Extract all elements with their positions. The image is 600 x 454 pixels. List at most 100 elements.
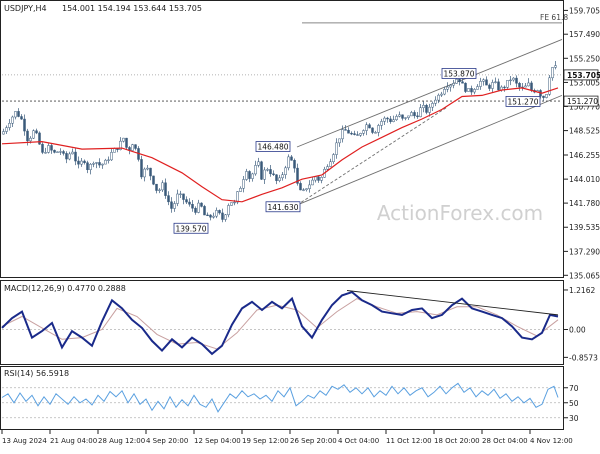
candle-body bbox=[155, 183, 158, 191]
candle-body bbox=[467, 88, 470, 92]
candle-body bbox=[8, 122, 11, 128]
candle-body bbox=[434, 99, 437, 104]
candle-body bbox=[473, 89, 476, 93]
candle-body bbox=[113, 148, 116, 153]
candle-body bbox=[203, 206, 206, 216]
annotation-141630-box bbox=[265, 201, 301, 213]
moving-average-line bbox=[1, 87, 559, 203]
candle-body bbox=[491, 82, 494, 89]
candle-body bbox=[221, 212, 224, 220]
candle-body bbox=[479, 81, 482, 87]
candle-body bbox=[446, 86, 449, 90]
macd-line bbox=[1, 290, 559, 356]
candle-body bbox=[14, 111, 17, 118]
annotation-151270-text: 151.270 bbox=[507, 97, 538, 106]
x-tick-label: 21 Aug 04:00 bbox=[50, 437, 97, 445]
candle-body bbox=[68, 153, 71, 160]
channel-upper-line bbox=[296, 39, 563, 148]
candle-body bbox=[206, 214, 209, 217]
candle-body bbox=[344, 129, 347, 131]
candle-body bbox=[515, 77, 518, 84]
candle-body bbox=[215, 210, 218, 217]
candle-body bbox=[302, 189, 305, 191]
candle-body bbox=[257, 161, 260, 166]
rsi-tick-label: 30 bbox=[569, 414, 579, 423]
ohlc-readout: 154.001 154.194 153.644 153.705 bbox=[62, 4, 202, 13]
candle-body bbox=[152, 175, 155, 185]
candle-body bbox=[401, 114, 404, 119]
candle-body bbox=[239, 188, 242, 192]
candle-body bbox=[398, 114, 401, 117]
candle-body bbox=[512, 77, 515, 81]
candle-body bbox=[443, 89, 446, 95]
fe-level-label: FE 61.8 bbox=[540, 13, 568, 22]
macd-tick-label: 0.00 bbox=[569, 326, 586, 335]
candle-body bbox=[503, 86, 506, 89]
candle-body bbox=[53, 149, 56, 153]
candle-body bbox=[122, 137, 125, 142]
rsi-panel: RSI(14) 56.5918 bbox=[0, 366, 564, 430]
candle-body bbox=[26, 130, 29, 142]
candle-body bbox=[329, 161, 332, 167]
candle-body bbox=[95, 162, 98, 164]
candle-body bbox=[83, 160, 86, 163]
candle-body bbox=[485, 79, 488, 86]
rsi-tick-label: 70 bbox=[569, 384, 579, 393]
candle-body bbox=[359, 133, 362, 136]
candle-body bbox=[551, 67, 554, 79]
candle-body bbox=[263, 169, 266, 180]
candle-body bbox=[59, 151, 62, 153]
candle-body bbox=[272, 173, 275, 175]
x-tick-label: 13 Aug 2024 bbox=[2, 437, 47, 445]
candle-body bbox=[341, 129, 344, 140]
candle-body bbox=[140, 159, 143, 178]
x-tick-label: 4 Oct 04:00 bbox=[338, 437, 379, 445]
candle-body bbox=[230, 202, 233, 206]
candle-body bbox=[380, 121, 383, 126]
candle-body bbox=[548, 77, 551, 95]
candle-body bbox=[299, 183, 302, 191]
candle-body bbox=[413, 112, 416, 117]
macd-tick-label: -0.8573 bbox=[569, 353, 598, 362]
candle-body bbox=[260, 161, 263, 180]
annotation-151270-box bbox=[505, 96, 541, 107]
candle-body bbox=[269, 169, 272, 175]
candle-body bbox=[374, 132, 377, 134]
candle-body bbox=[149, 167, 152, 177]
macd-label: MACD(12,26,9) 0.4770 0.2888 bbox=[4, 284, 126, 293]
candle-body bbox=[440, 93, 443, 96]
candle-body bbox=[416, 115, 419, 118]
candle-body bbox=[554, 65, 557, 68]
candle-body bbox=[107, 159, 110, 161]
candle-body bbox=[437, 94, 440, 101]
candle-body bbox=[20, 116, 23, 120]
candle-body bbox=[74, 151, 77, 162]
candle-body bbox=[245, 171, 248, 180]
x-tick-label: 18 Oct 20:00 bbox=[434, 437, 480, 445]
candle-body bbox=[5, 127, 8, 132]
price-tick-label: 150.770 bbox=[569, 102, 600, 111]
candle-body bbox=[290, 156, 293, 161]
candle-body bbox=[191, 203, 194, 209]
candle-body bbox=[212, 215, 215, 218]
price-panel: ActionForex.com FE 61.8 146.480 141.630 139… bbox=[0, 0, 568, 278]
price-tick-label: 139.535 bbox=[569, 223, 600, 232]
x-tick-label: 28 Aug 12:00 bbox=[98, 437, 145, 445]
candle-body bbox=[320, 177, 323, 181]
rsi-line bbox=[1, 382, 559, 413]
candle-body bbox=[308, 184, 311, 189]
candle-body bbox=[194, 207, 197, 213]
candle-body bbox=[176, 193, 179, 204]
candle-body bbox=[470, 88, 473, 93]
candle-body bbox=[458, 79, 461, 83]
candle-body bbox=[368, 124, 371, 129]
candle-body bbox=[425, 104, 428, 113]
candle-body bbox=[293, 160, 296, 169]
channel-lower-line bbox=[296, 94, 563, 206]
candle-body bbox=[44, 152, 47, 154]
candle-body bbox=[179, 193, 182, 195]
candle-body bbox=[23, 118, 26, 132]
candle-body bbox=[335, 142, 338, 155]
annotation-139570-box bbox=[173, 222, 209, 234]
candle-body bbox=[173, 203, 176, 209]
